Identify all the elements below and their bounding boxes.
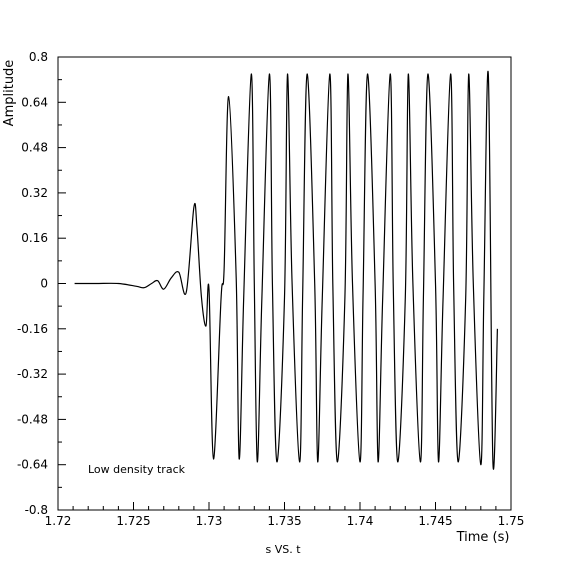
y-tick-label: -0.16 [17, 322, 48, 336]
y-tick-label: 0.16 [21, 231, 48, 245]
x-tick-label: 1.745 [418, 514, 452, 528]
y-axis-title: Amplitude [2, 60, 17, 127]
x-tick-label: 1.75 [498, 514, 525, 528]
x-tick-label: 1.725 [116, 514, 150, 528]
y-tick-label: 0.32 [21, 186, 48, 200]
x-axis-ticks: 1.72 1.725 1.73 1.735 1.74 1.745 1.75 [45, 502, 525, 528]
x-tick-label: 1.735 [267, 514, 301, 528]
x-tick-label: 1.72 [45, 514, 72, 528]
y-tick-label: 0 [40, 277, 48, 291]
y-tick-label: -0.64 [17, 458, 48, 472]
series-line [74, 70, 498, 470]
y-tick-label: 0.48 [21, 141, 48, 155]
x-tick-label: 1.73 [196, 514, 223, 528]
y-tick-label: -0.48 [17, 412, 48, 426]
chart-caption: s VS. t [265, 543, 301, 556]
x-axis-title: Time (s) [456, 530, 510, 545]
y-tick-label: 0.8 [29, 50, 48, 64]
y-axis-ticks: 0.8 0.64 0.48 0.32 0.16 0 -0.16 -0.32 -0.48 -0.64… [17, 50, 66, 517]
y-tick-label: -0.8 [25, 503, 48, 517]
annotation-label: Low density track [88, 463, 186, 476]
x-tick-label: 1.74 [347, 514, 374, 528]
y-tick-label: -0.32 [17, 367, 48, 381]
y-tick-label: 0.64 [21, 95, 48, 109]
